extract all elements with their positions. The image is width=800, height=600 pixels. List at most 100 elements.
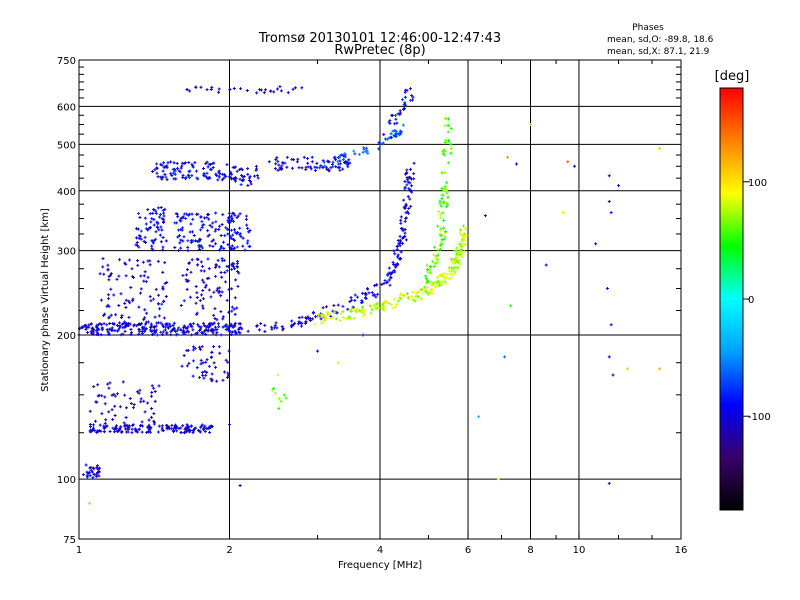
echo-point (117, 274, 121, 278)
echo-point (241, 178, 245, 182)
echo-point (358, 309, 362, 313)
echo-point (436, 248, 440, 252)
echo-point (436, 224, 440, 228)
echo-point (157, 302, 161, 306)
echo-point (454, 259, 458, 263)
echo-point (172, 328, 176, 332)
echo-point (181, 424, 185, 428)
echo-point (237, 330, 241, 334)
echo-point (206, 329, 210, 333)
echo-point (132, 403, 136, 407)
echo-point (346, 316, 350, 320)
echo-point (255, 173, 259, 177)
echo-point (306, 156, 310, 160)
echo-point (142, 239, 146, 243)
echo-point (208, 426, 212, 430)
echo-point (224, 323, 228, 327)
echo-point (203, 369, 207, 373)
echo-point (372, 303, 376, 307)
echo-point (441, 233, 445, 237)
echo-point (84, 327, 88, 331)
echo-point (175, 161, 179, 165)
echo-point (444, 205, 448, 209)
echo-point (121, 380, 125, 384)
echo-point (403, 294, 407, 298)
echo-point (216, 178, 220, 182)
echo-point (322, 160, 326, 164)
echo-point (171, 324, 175, 328)
echo-point (175, 332, 179, 336)
echo-point (285, 165, 289, 169)
echo-point (313, 322, 317, 326)
echo-point (187, 170, 191, 174)
echo-point (334, 165, 338, 169)
echo-point (281, 328, 285, 332)
echo-point (355, 307, 359, 311)
echo-point (92, 467, 96, 471)
echo-point (110, 408, 114, 412)
echo-point (150, 384, 154, 388)
echo-point (329, 166, 333, 170)
echo-point (219, 310, 223, 314)
echo-point (130, 427, 134, 431)
echo-point (411, 98, 415, 102)
echo-point (128, 322, 132, 326)
echo-point (219, 294, 223, 298)
echo-point (139, 400, 143, 404)
echo-point (336, 159, 340, 163)
echo-point (185, 287, 189, 291)
echo-point (217, 87, 221, 91)
echo-point (211, 161, 215, 165)
echo-point (594, 242, 598, 246)
echo-point (201, 297, 205, 301)
echo-point (157, 314, 161, 318)
echo-point (103, 426, 107, 430)
echo-point (352, 316, 356, 320)
echo-point (214, 227, 218, 231)
echo-point (341, 167, 345, 171)
echo-point (198, 429, 202, 433)
echo-point (182, 353, 186, 357)
echo-point (160, 228, 164, 232)
echo-point (439, 216, 443, 220)
echo-point (151, 332, 155, 336)
echo-point (199, 260, 203, 264)
echo-point (388, 119, 392, 123)
echo-point (105, 304, 109, 308)
echo-point (232, 87, 236, 91)
echo-point (205, 88, 209, 92)
y-tick-label: 500 (57, 140, 76, 151)
echo-point (208, 163, 212, 167)
echo-point (205, 324, 209, 328)
echo-point (206, 257, 210, 261)
echo-point (407, 211, 411, 215)
echo-point (113, 394, 117, 398)
echo-point (228, 220, 232, 224)
echo-point (185, 273, 189, 277)
echo-point (133, 427, 137, 431)
echo-point (212, 313, 216, 317)
echo-point (195, 291, 199, 295)
echo-point (119, 333, 123, 337)
echo-point (165, 426, 169, 430)
echo-point (148, 430, 152, 434)
echo-point (162, 161, 166, 165)
echo-point (342, 154, 346, 158)
echo-point (191, 239, 195, 243)
echo-point (154, 209, 158, 213)
echo-point (113, 414, 117, 418)
echo-point (414, 294, 418, 298)
echo-point (206, 229, 210, 233)
echo-point (369, 305, 373, 309)
echo-point (197, 243, 201, 247)
echo-point (439, 273, 443, 277)
echo-point (348, 161, 352, 165)
echo-point (403, 206, 407, 210)
echo-point (230, 244, 234, 248)
echo-point (230, 217, 234, 221)
x-tick-label: 1 (76, 545, 82, 556)
echo-point (210, 379, 214, 383)
echo-point (161, 245, 165, 249)
echo-point (324, 305, 328, 309)
echo-point (447, 124, 451, 128)
